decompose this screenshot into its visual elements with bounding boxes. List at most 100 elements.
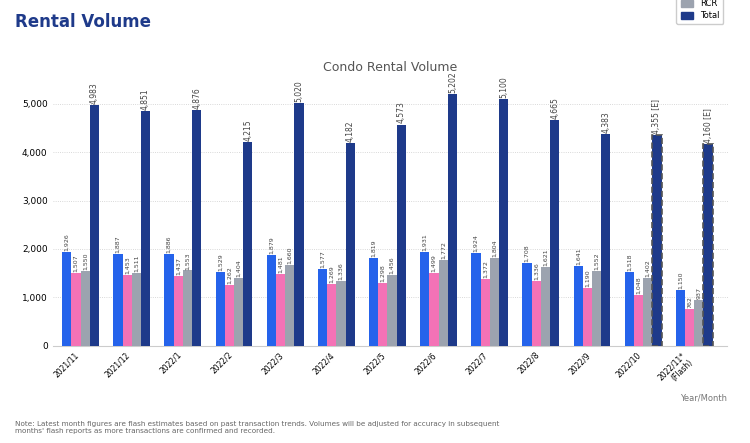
Text: 4,876: 4,876 bbox=[192, 87, 201, 109]
Text: 1,804: 1,804 bbox=[492, 240, 496, 257]
Text: 1,048: 1,048 bbox=[636, 276, 641, 294]
Text: 1,336: 1,336 bbox=[338, 262, 344, 280]
Text: 1,298: 1,298 bbox=[380, 264, 386, 282]
Text: 1,481: 1,481 bbox=[278, 255, 283, 273]
Text: 5,020: 5,020 bbox=[295, 80, 304, 102]
Text: 1,150: 1,150 bbox=[678, 272, 683, 289]
Bar bbox=[141, 111, 150, 346]
Text: 1,336: 1,336 bbox=[534, 262, 538, 280]
Text: 1,507: 1,507 bbox=[74, 254, 79, 272]
Bar bbox=[285, 265, 294, 346]
Text: 4,215: 4,215 bbox=[243, 119, 252, 140]
Text: 1,550: 1,550 bbox=[82, 252, 88, 270]
Text: 1,887: 1,887 bbox=[116, 236, 121, 253]
Text: 1,660: 1,660 bbox=[287, 247, 292, 264]
Text: 4,665: 4,665 bbox=[550, 97, 560, 119]
Bar bbox=[481, 279, 490, 346]
Text: 1,931: 1,931 bbox=[422, 233, 427, 251]
Bar bbox=[174, 276, 183, 346]
Bar bbox=[336, 281, 346, 346]
Bar bbox=[378, 283, 388, 346]
Bar bbox=[225, 284, 234, 346]
Bar bbox=[397, 124, 406, 346]
Bar bbox=[704, 144, 712, 346]
Bar bbox=[704, 144, 712, 346]
Bar bbox=[694, 300, 703, 346]
Text: 4,983: 4,983 bbox=[90, 82, 99, 104]
Text: 1,499: 1,499 bbox=[431, 254, 436, 272]
Text: 1,404: 1,404 bbox=[236, 259, 242, 277]
Text: 1,529: 1,529 bbox=[217, 253, 223, 271]
Bar bbox=[234, 278, 243, 346]
Bar bbox=[574, 266, 583, 346]
Text: 1,577: 1,577 bbox=[320, 251, 325, 268]
Bar bbox=[550, 120, 560, 346]
Bar bbox=[420, 252, 429, 346]
Text: 1,552: 1,552 bbox=[594, 252, 599, 270]
Text: 4,383: 4,383 bbox=[602, 111, 610, 132]
Text: 1,879: 1,879 bbox=[268, 236, 274, 254]
Text: 1,456: 1,456 bbox=[389, 256, 394, 274]
Text: 5,100: 5,100 bbox=[499, 76, 508, 98]
Bar bbox=[346, 144, 355, 346]
Text: 4,182: 4,182 bbox=[346, 121, 355, 142]
Bar bbox=[90, 105, 99, 346]
Text: 1,708: 1,708 bbox=[524, 245, 530, 262]
Bar bbox=[541, 267, 550, 346]
Text: 1,886: 1,886 bbox=[166, 236, 172, 253]
Bar bbox=[652, 135, 662, 346]
Text: 1,269: 1,269 bbox=[329, 265, 334, 283]
Bar bbox=[439, 260, 448, 346]
Bar bbox=[294, 103, 304, 346]
Text: 1,819: 1,819 bbox=[371, 239, 376, 256]
Text: 4,573: 4,573 bbox=[397, 101, 406, 123]
Bar bbox=[429, 273, 439, 346]
Text: 762: 762 bbox=[687, 296, 692, 308]
Text: 1,372: 1,372 bbox=[482, 260, 488, 278]
Bar bbox=[122, 275, 132, 346]
Text: Year/Month: Year/Month bbox=[680, 393, 728, 402]
Text: 1,262: 1,262 bbox=[227, 266, 232, 284]
Bar bbox=[369, 258, 378, 346]
Bar bbox=[643, 278, 652, 346]
Bar bbox=[634, 295, 643, 346]
Text: 4,851: 4,851 bbox=[141, 88, 150, 110]
Text: Note: Latest month figures are flash estimates based on past transaction trends.: Note: Latest month figures are flash est… bbox=[15, 421, 500, 434]
Bar bbox=[471, 253, 481, 346]
Bar bbox=[192, 110, 201, 346]
Bar bbox=[216, 272, 225, 346]
Text: 1,190: 1,190 bbox=[585, 269, 590, 287]
Text: 937: 937 bbox=[696, 288, 701, 299]
Text: 4,355 [E]: 4,355 [E] bbox=[652, 99, 662, 134]
Text: 1,926: 1,926 bbox=[64, 234, 69, 252]
Text: 4,160 [E]: 4,160 [E] bbox=[704, 109, 712, 143]
Bar bbox=[276, 274, 285, 346]
Bar bbox=[652, 135, 662, 346]
Text: 1,641: 1,641 bbox=[576, 248, 580, 265]
Text: 1,518: 1,518 bbox=[627, 254, 632, 271]
Bar bbox=[602, 134, 610, 346]
Text: 1,402: 1,402 bbox=[645, 259, 650, 277]
Bar bbox=[448, 94, 457, 346]
Title: Condo Rental Volume: Condo Rental Volume bbox=[322, 62, 457, 74]
Bar bbox=[676, 290, 685, 346]
Text: 1,437: 1,437 bbox=[176, 257, 181, 275]
Text: 1,511: 1,511 bbox=[134, 254, 139, 272]
Text: 1,621: 1,621 bbox=[543, 249, 548, 266]
Text: 1,453: 1,453 bbox=[124, 256, 130, 274]
Bar bbox=[113, 254, 122, 346]
Bar bbox=[183, 271, 192, 346]
Bar bbox=[583, 288, 592, 346]
Bar bbox=[490, 258, 499, 346]
Bar bbox=[625, 272, 634, 346]
Bar bbox=[267, 255, 276, 346]
Bar bbox=[81, 271, 90, 346]
Text: 1,924: 1,924 bbox=[473, 234, 478, 252]
Bar bbox=[388, 275, 397, 346]
Text: 1,553: 1,553 bbox=[185, 252, 190, 269]
Bar bbox=[532, 281, 541, 346]
Text: 5,202: 5,202 bbox=[448, 71, 457, 93]
Bar bbox=[592, 271, 602, 346]
Bar bbox=[164, 254, 174, 346]
Bar bbox=[318, 269, 327, 346]
